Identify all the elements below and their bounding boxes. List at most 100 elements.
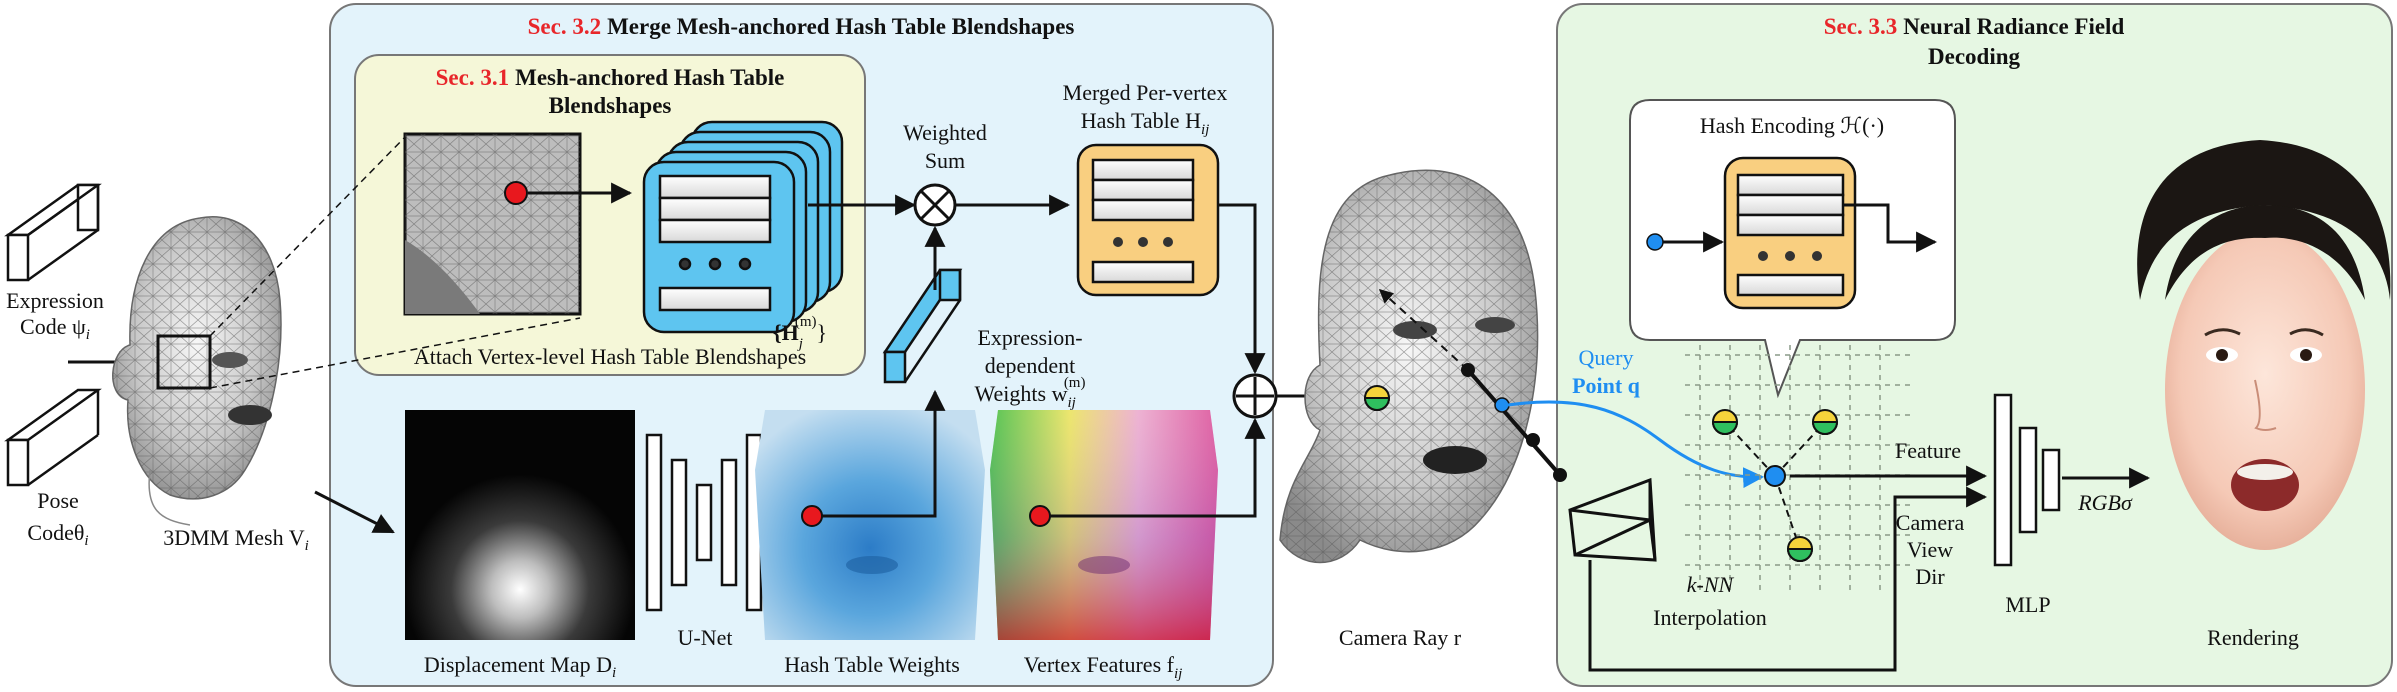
blendshape-set-sub: j: [797, 336, 803, 352]
ray-sample-1: [1461, 363, 1475, 377]
section-3-3-title-line2: Decoding: [1928, 44, 2021, 69]
blendshape-stack: [642, 120, 844, 334]
camera-view-line: [1588, 486, 1988, 672]
pose-code-label-2: Codeθi: [27, 520, 88, 549]
displacement-label-text: Displacement Map D: [424, 652, 612, 677]
expression-code-label-2: Code ψi: [20, 314, 90, 343]
vertex-features-text: Vertex Features f: [1024, 652, 1175, 677]
merged-label-sub: ij: [1201, 122, 1209, 138]
query-label-1: Query: [1579, 345, 1634, 370]
displacement-map: [405, 410, 635, 640]
query-label-2: Point q: [1572, 373, 1641, 398]
expression-code-label-1: Expression: [6, 288, 104, 313]
merged-label-1: Merged Per-vertex: [1063, 80, 1228, 105]
weights-label-1: Expression-: [977, 325, 1082, 350]
section-3-2-name: Merge Mesh-anchored Hash Table Blendshap…: [607, 14, 1074, 39]
hash-weights-label: Hash Table Weights: [784, 652, 960, 677]
vertex-features-sub: ij: [1174, 666, 1182, 682]
weights-anchor-dot: [801, 505, 823, 527]
camera-frustum: [1568, 477, 1657, 562]
mlp-label: MLP: [2005, 592, 2050, 617]
section-3-1-title: Sec. 3.1 Mesh-anchored Hash Table: [436, 65, 785, 90]
feature-label: Feature: [1895, 438, 1961, 463]
query-point-dot: [1494, 397, 1510, 413]
weights-label-text: Weights w: [975, 381, 1068, 406]
mesh-label-text: 3DMM Mesh V: [163, 525, 305, 550]
blendshape-set-sup: (m): [795, 314, 817, 330]
ray-sample-3: [1553, 468, 1567, 482]
weighted-sum-label-2: Sum: [925, 148, 965, 173]
mesh-head-left: [112, 216, 282, 526]
blendshape-set-H: {H: [773, 320, 799, 345]
camera-view-label-3: Dir: [1915, 564, 1945, 589]
displacement-label: Displacement Map Di: [424, 652, 616, 681]
rendering-label: Rendering: [2207, 625, 2299, 650]
knn-label-1: k-NN: [1687, 572, 1735, 597]
query-to-knn-arrow: [1507, 400, 1765, 489]
anchor-vertex-dot: [504, 181, 528, 205]
weights-map-to-bar-line: [822, 389, 946, 518]
blendshape-set-label: {Hj(m)}: [773, 314, 827, 352]
merged-hash-table: [1076, 143, 1220, 297]
knn-label-2: Interpolation: [1653, 605, 1767, 630]
weights-label-sub: ij: [1067, 395, 1075, 411]
camera-view-label-1: Camera: [1896, 510, 1965, 535]
weighted-sum-label-1: Weighted: [903, 120, 987, 145]
pose-code-text: Codeθ: [27, 520, 84, 545]
vertex-features-label: Vertex Features fij: [1024, 652, 1183, 682]
weights-label-3: Weights wij (m): [975, 375, 1086, 411]
weights-label-2: dependent: [985, 353, 1075, 378]
camera-ray-dashed: [1378, 289, 1469, 371]
expression-weights-bar: [882, 268, 963, 384]
section-3-3-name: Neural Radiance Field: [1903, 14, 2124, 39]
vertex-features-map: [990, 410, 1218, 640]
weights-label-sup: (m): [1064, 375, 1086, 391]
weighted-sum-node: [913, 183, 957, 227]
pose-code-sub: i: [84, 533, 88, 549]
pose-code-block: [4, 388, 102, 487]
mesh-label: 3DMM Mesh Vi: [163, 525, 309, 554]
camera-ray-label: Camera Ray r: [1339, 625, 1462, 650]
section-3-1-ref: Sec. 3.1: [436, 65, 509, 90]
fusion-node: [1232, 373, 1278, 419]
encoding-input-dot: [1646, 233, 1664, 251]
displacement-label-sub: i: [612, 665, 616, 681]
expression-code-text: Code ψ: [20, 314, 86, 339]
mesh-head-center: [1279, 169, 1539, 564]
section-3-2-ref: Sec. 3.2: [528, 14, 601, 39]
encoding-hash-table: [1723, 156, 1857, 310]
neighbor-vertex-2: [1811, 409, 1839, 435]
mesh-zoom-region: [156, 334, 212, 390]
ray-sample-2: [1526, 433, 1540, 447]
mesh-label-sub: i: [305, 538, 309, 554]
mlp-block: [1993, 393, 2061, 567]
encoding-out-arrow: [1843, 203, 1938, 253]
output-label: RGBσ: [2077, 490, 2133, 515]
hash-encoding-label: Hash Encoding ℋ(·): [1700, 113, 1884, 138]
section-3-3-title: Sec. 3.3 Neural Radiance Field: [1824, 14, 2125, 39]
neighbor-vertex-3: [1786, 536, 1814, 562]
features-anchor-dot: [1029, 505, 1051, 527]
attach-label: Attach Vertex-level Hash Table Blendshap…: [414, 344, 806, 369]
neighbor-vertex-1: [1711, 409, 1739, 435]
rendered-face: [2137, 140, 2391, 550]
zoomed-mesh-patch: [403, 132, 582, 316]
features-to-fusion-line: [1050, 417, 1266, 518]
expression-code-block: [4, 183, 102, 282]
merged-label-text: Hash Table H: [1081, 108, 1201, 133]
section-3-2-title: Sec. 3.2 Merge Mesh-anchored Hash Table B…: [528, 14, 1075, 39]
pose-code-label-1: Pose: [37, 488, 79, 513]
section-3-3-ref: Sec. 3.3: [1824, 14, 1897, 39]
vertex-feature-marker: [1363, 385, 1391, 411]
knn-query-dot: [1764, 465, 1786, 487]
zoom-line-bottom: [209, 317, 581, 389]
section-3-1-title-line2: Blendshapes: [549, 93, 672, 118]
unet-label: U-Net: [678, 625, 733, 650]
expression-code-sub: i: [86, 327, 90, 343]
merged-label-2: Hash Table Hij: [1081, 108, 1210, 138]
blendshape-front-table: [658, 174, 772, 312]
section-3-1-name: Mesh-anchored Hash Table: [515, 65, 784, 90]
camera-view-label-2: View: [1907, 537, 1953, 562]
merged-to-fusion-line: [1218, 203, 1266, 375]
